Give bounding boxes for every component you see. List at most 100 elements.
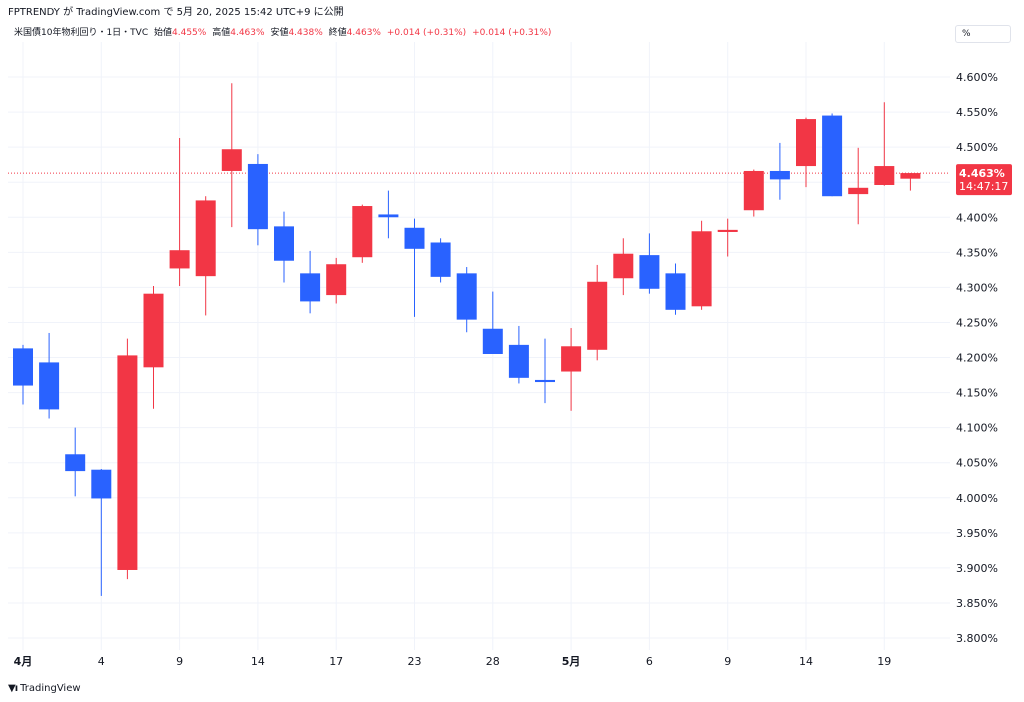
candle-body: [247, 163, 268, 230]
candle-body: [274, 226, 294, 261]
candle: [561, 328, 582, 411]
x-tick-label: 4月: [14, 655, 33, 668]
candle-body: [691, 231, 712, 307]
x-tick-label: 28: [486, 655, 500, 668]
symbol-legend: 米国債10年物利回り・1日・TVC 始値4.455% 高値4.463% 安値4.…: [14, 25, 551, 38]
candle: [326, 257, 347, 304]
candle: [352, 204, 373, 263]
candle-body: [508, 344, 529, 378]
candle-body: [587, 281, 608, 350]
candle-body: [900, 173, 921, 179]
percent-scale-button[interactable]: %: [955, 25, 1011, 43]
candle-body: [352, 206, 373, 258]
y-tick-label: 4.050%: [956, 457, 998, 470]
change-value: +0.014 (+0.31%): [386, 28, 467, 38]
candle: [874, 102, 895, 186]
candle-body: [456, 273, 477, 320]
candle: [508, 325, 529, 384]
candle: [404, 218, 425, 317]
candle: [274, 211, 294, 283]
candle: [613, 238, 634, 296]
close-label: 終値: [328, 28, 347, 38]
x-tick-label: 6: [646, 655, 653, 668]
candle: [13, 344, 33, 405]
candle-body: [378, 214, 399, 218]
candle: [195, 196, 216, 316]
y-tick-label: 4.250%: [956, 316, 998, 329]
candle-body: [535, 379, 555, 383]
y-tick-label: 4.300%: [956, 281, 998, 294]
candle: [456, 267, 477, 333]
candle-body: [300, 273, 321, 302]
x-tick-label: 23: [408, 655, 422, 668]
x-tick-label: 17: [329, 655, 343, 668]
candle-body: [874, 166, 895, 185]
candle: [900, 173, 921, 191]
candle: [587, 264, 608, 361]
candle-body: [404, 227, 425, 249]
candle: [247, 154, 268, 246]
x-tick-label: 9: [724, 655, 731, 668]
high-value: 4.463%: [230, 28, 265, 38]
high-label: 高値: [212, 28, 231, 38]
publish-info: FPTRENDY が TradingView.com で 5月 20, 2025…: [8, 7, 344, 18]
y-tick-label: 4.150%: [956, 387, 998, 400]
candle-body: [665, 273, 686, 310]
candle: [717, 218, 738, 257]
candle: [143, 285, 164, 409]
price-countdown: 14:47:17: [959, 180, 1008, 193]
candle: [169, 138, 190, 286]
candle: [743, 169, 764, 217]
low-label: 安値: [270, 28, 289, 38]
close-value: 4.463%: [346, 28, 381, 38]
tradingview-logo-icon: ▼ı: [8, 683, 18, 694]
candle: [39, 332, 60, 419]
candle-body: [769, 170, 790, 180]
symbol-name: 米国債10年物利回り・1日・TVC: [14, 28, 149, 38]
y-tick-label: 4.000%: [956, 492, 998, 505]
candle-body: [326, 264, 347, 296]
y-tick-label: 4.500%: [956, 141, 998, 154]
candle-body: [143, 293, 164, 368]
y-tick-label: 4.400%: [956, 211, 998, 224]
y-tick-label: 4.100%: [956, 422, 998, 435]
candle: [430, 238, 451, 283]
change-value-2: +0.014 (+0.31%): [472, 28, 552, 38]
candle: [378, 190, 399, 239]
candle-body: [430, 242, 451, 277]
candle: [796, 117, 816, 188]
candle: [822, 113, 843, 197]
low-value: 4.438%: [288, 28, 323, 38]
candle: [221, 83, 242, 228]
candle: [665, 263, 686, 315]
y-tick-label: 4.550%: [956, 106, 998, 119]
candle: [639, 233, 660, 294]
candle: [691, 220, 712, 310]
candle: [848, 147, 869, 225]
candle-body: [482, 328, 503, 354]
x-tick-label: 19: [877, 655, 891, 668]
candle: [535, 338, 555, 404]
x-tick-label: 9: [176, 655, 183, 668]
candle-body: [796, 119, 816, 167]
candle-body: [848, 187, 869, 195]
price-tag: [956, 164, 1012, 196]
x-tick-label: 14: [799, 655, 813, 668]
y-tick-label: 3.800%: [956, 632, 998, 645]
tradingview-brand[interactable]: ▼ı TradingView: [8, 683, 81, 694]
candle-body: [195, 200, 216, 277]
y-tick-label: 3.850%: [956, 597, 998, 610]
candle-body: [39, 362, 60, 410]
price-tag-value: 4.463%: [959, 167, 1005, 180]
y-tick-label: 3.950%: [956, 527, 998, 540]
candle-body: [65, 454, 86, 472]
candle-body: [169, 250, 190, 269]
candle-body: [117, 355, 138, 570]
candle-body: [561, 346, 582, 372]
candle: [65, 427, 86, 497]
candle-body: [743, 170, 764, 211]
candle-body: [13, 348, 33, 386]
candle-body: [717, 229, 738, 232]
open-value: 4.455%: [172, 28, 207, 38]
